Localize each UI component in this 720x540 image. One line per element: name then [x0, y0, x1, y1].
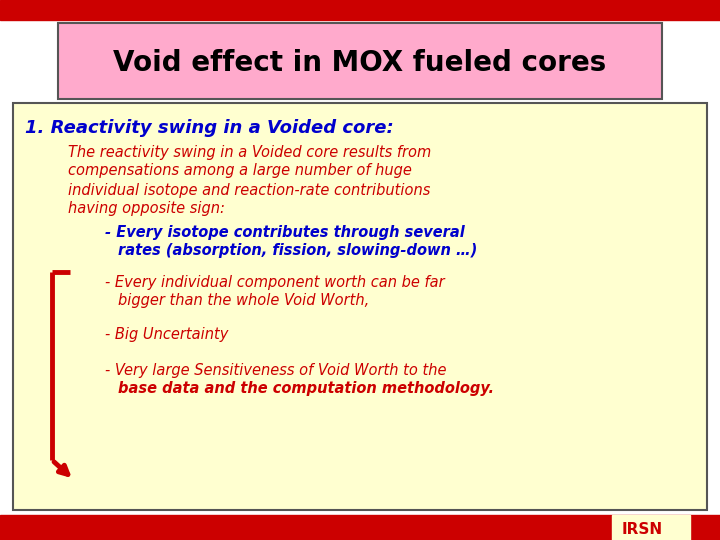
Text: 1. Reactivity swing in a Voided core:: 1. Reactivity swing in a Voided core:	[25, 119, 394, 137]
Text: Void effect in MOX fueled cores: Void effect in MOX fueled cores	[113, 49, 607, 77]
FancyBboxPatch shape	[58, 23, 662, 99]
Text: base data and the computation methodology.: base data and the computation methodolog…	[118, 381, 494, 395]
Text: individual isotope and reaction-rate contributions: individual isotope and reaction-rate con…	[68, 183, 431, 198]
Text: - Very large Sensitiveness of Void Worth to the: - Very large Sensitiveness of Void Worth…	[105, 362, 446, 377]
Text: compensations among a large number of huge: compensations among a large number of hu…	[68, 164, 412, 179]
Bar	[0, 515, 720, 540]
Text: having opposite sign:: having opposite sign:	[68, 201, 225, 217]
Text: IRSN: IRSN	[622, 522, 663, 537]
Text: - Every individual component worth can be far: - Every individual component worth can b…	[105, 274, 445, 289]
Text: bigger than the whole Void Worth,: bigger than the whole Void Worth,	[118, 293, 369, 307]
Bar	[612, 515, 690, 540]
Bar	[0, 0, 720, 20]
FancyBboxPatch shape	[13, 103, 707, 510]
Text: - Big Uncertainty: - Big Uncertainty	[105, 327, 228, 342]
Text: - Every isotope contributes through several: - Every isotope contributes through seve…	[105, 225, 464, 240]
Text: rates (absorption, fission, slowing-down …): rates (absorption, fission, slowing-down…	[118, 242, 477, 258]
Text: The reactivity swing in a Voided core results from: The reactivity swing in a Voided core re…	[68, 145, 431, 159]
